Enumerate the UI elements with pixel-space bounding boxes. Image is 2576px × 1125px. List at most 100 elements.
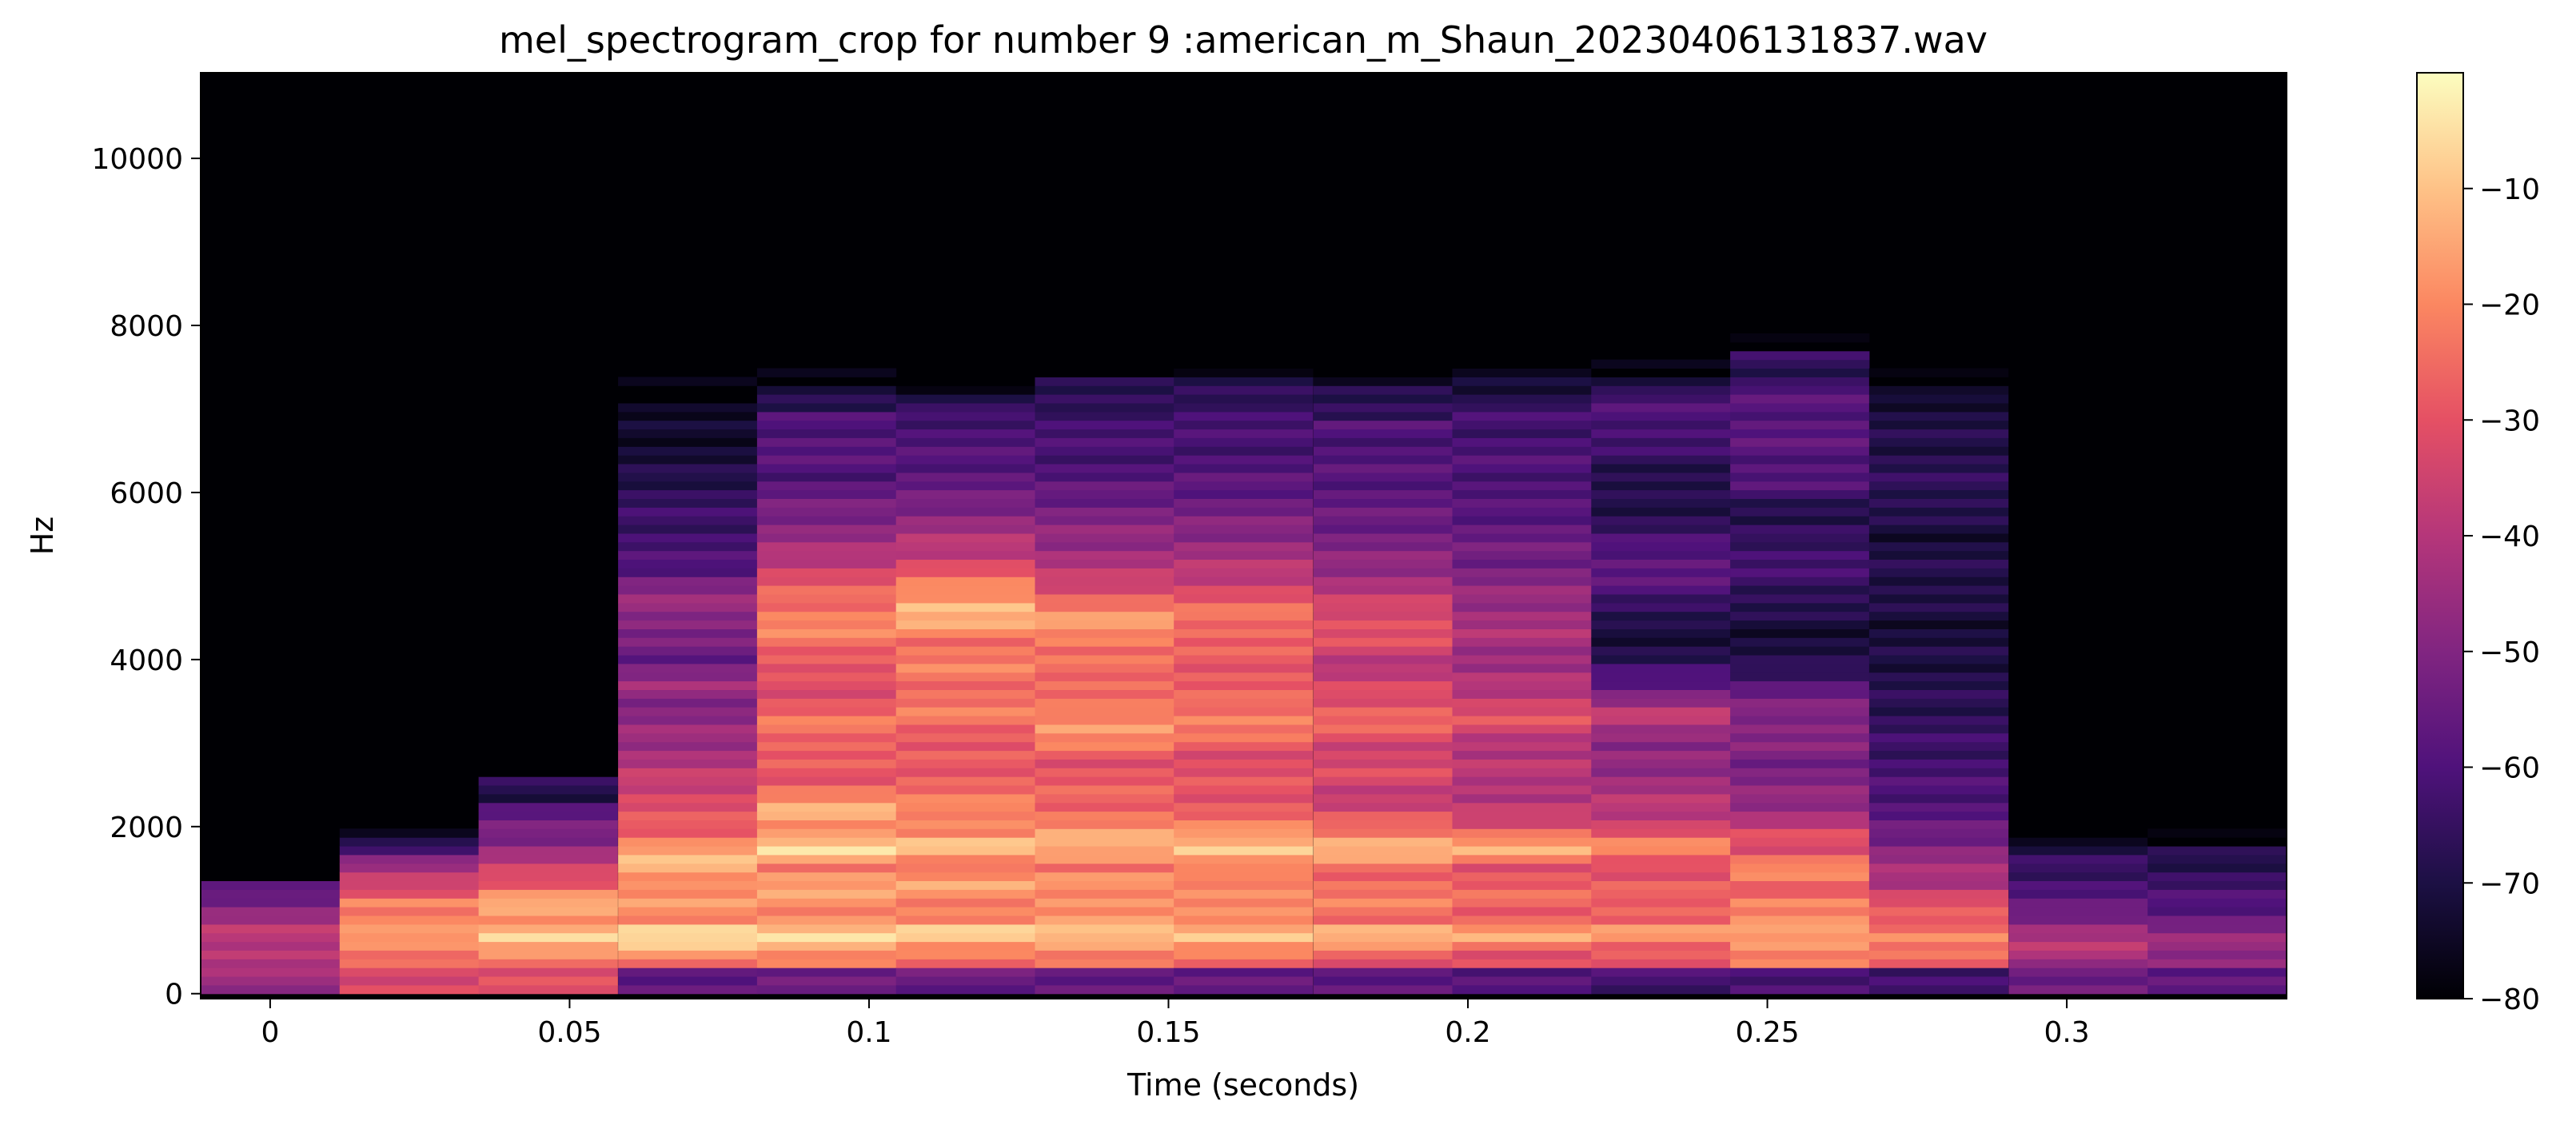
heatmap-cell <box>1313 907 1453 916</box>
heatmap-cell <box>1868 437 2009 447</box>
heatmap-cell <box>1452 455 1592 465</box>
heatmap-cell <box>1868 655 2009 664</box>
heatmap-cell <box>1868 976 2009 986</box>
heatmap-cell <box>1591 716 1731 725</box>
heatmap-cell <box>756 437 897 447</box>
heatmap-cell <box>895 620 1035 629</box>
heatmap-cell <box>618 437 758 447</box>
heatmap-cell <box>1868 916 2009 925</box>
heatmap-cell <box>756 637 897 647</box>
heatmap-cell <box>1035 568 1174 577</box>
heatmap-cell <box>1730 924 1870 934</box>
heatmap-cell <box>1591 776 1731 786</box>
heatmap-cell <box>1174 984 1314 995</box>
heatmap-cell <box>339 984 480 995</box>
heatmap-cell <box>618 507 758 517</box>
heatmap-cell <box>339 941 480 951</box>
heatmap-cell <box>1174 672 1314 682</box>
heatmap-cell <box>1452 655 1592 664</box>
heatmap-cell <box>1313 724 1453 734</box>
heatmap-cell <box>1868 550 2009 560</box>
heatmap-cell <box>478 916 618 925</box>
heatmap-cell <box>1730 437 1870 447</box>
heatmap-cell <box>756 880 897 890</box>
heatmap-cell <box>1035 707 1174 716</box>
heatmap-cell <box>895 680 1035 690</box>
heatmap-cell <box>1452 429 1592 438</box>
heatmap-cell <box>1174 568 1314 577</box>
heatmap-cell <box>1730 732 1870 743</box>
heatmap-cell <box>1730 889 1870 899</box>
heatmap-cell <box>1730 429 1870 438</box>
heatmap-cell <box>895 698 1035 708</box>
heatmap-cell <box>1591 967 1731 977</box>
heatmap-cell <box>756 750 897 760</box>
heatmap-cell <box>618 516 758 525</box>
heatmap-cell <box>618 481 758 491</box>
heatmap-cell <box>618 880 758 890</box>
heatmap-cell <box>895 716 1035 725</box>
heatmap-cell <box>1313 403 1453 413</box>
heatmap-cell <box>1730 525 1870 534</box>
heatmap-cell <box>1591 984 1731 995</box>
heatmap-cell <box>1035 941 1174 951</box>
heatmap-cell <box>1313 455 1453 465</box>
heatmap-cell <box>1313 385 1453 395</box>
heatmap-cell <box>1591 550 1731 560</box>
heatmap-cell <box>339 880 480 890</box>
heatmap-cell <box>2147 837 2287 847</box>
heatmap-cell <box>618 768 758 777</box>
heatmap-cell <box>1730 559 1870 568</box>
heatmap-cell <box>1313 854 1453 864</box>
x-tick-label: 0.25 <box>1735 1016 1799 1049</box>
heatmap-cell <box>2008 854 2148 864</box>
colorbar-axis: −10 −20 −30 −40 −50 −60 −70 −80 <box>2463 174 2540 1016</box>
y-tick-label: 8000 <box>110 310 183 343</box>
heatmap-cell <box>895 541 1035 552</box>
heatmap-cell <box>895 420 1035 430</box>
heatmap-cell <box>1035 959 1174 968</box>
heatmap-cell <box>618 716 758 725</box>
heatmap-cell <box>618 828 758 838</box>
heatmap-cell <box>1452 716 1592 725</box>
heatmap-cell <box>1452 907 1592 916</box>
heatmap-cell <box>1313 646 1453 656</box>
heatmap-cell <box>756 828 897 838</box>
heatmap-cell <box>478 872 618 881</box>
heatmap-cell <box>1730 837 1870 847</box>
heatmap-cell <box>2147 959 2287 968</box>
heatmap-cell <box>895 385 1035 395</box>
heatmap-cell <box>1035 602 1174 612</box>
heatmap-cell <box>895 507 1035 517</box>
heatmap-cell <box>1868 750 2009 760</box>
heatmap-cell <box>1868 663 2009 673</box>
heatmap-cell <box>1591 646 1731 656</box>
x-tick-label: 0.05 <box>537 1016 601 1049</box>
heatmap-cell <box>895 820 1035 829</box>
heatmap-cell <box>1035 516 1174 525</box>
heatmap-cell <box>756 368 897 377</box>
heatmap-cell <box>895 646 1035 656</box>
heatmap-cell <box>1035 716 1174 725</box>
heatmap-cell <box>1313 663 1453 673</box>
heatmap-cell <box>2147 880 2287 890</box>
heatmap-cell <box>1730 698 1870 708</box>
heatmap-cell <box>2147 898 2287 908</box>
heatmap-cell <box>618 950 758 959</box>
heatmap-cell <box>1868 646 2009 656</box>
heatmap-cell <box>478 932 618 943</box>
heatmap-cell <box>756 594 897 604</box>
heatmap-cell <box>1730 802 1870 812</box>
heatmap-cell <box>618 863 758 873</box>
heatmap-cell <box>1174 550 1314 560</box>
heatmap-cell <box>1313 768 1453 777</box>
heatmap-cell <box>2008 932 2148 943</box>
heatmap-cell <box>895 602 1035 612</box>
heatmap-cell <box>478 984 618 995</box>
heatmap-cell <box>618 472 758 482</box>
colorbar-tick-label: −70 <box>2479 868 2540 900</box>
heatmap-cell <box>2147 941 2287 951</box>
heatmap-cell <box>895 907 1035 916</box>
heatmap-cell <box>618 793 758 804</box>
heatmap-cell <box>1452 863 1592 873</box>
